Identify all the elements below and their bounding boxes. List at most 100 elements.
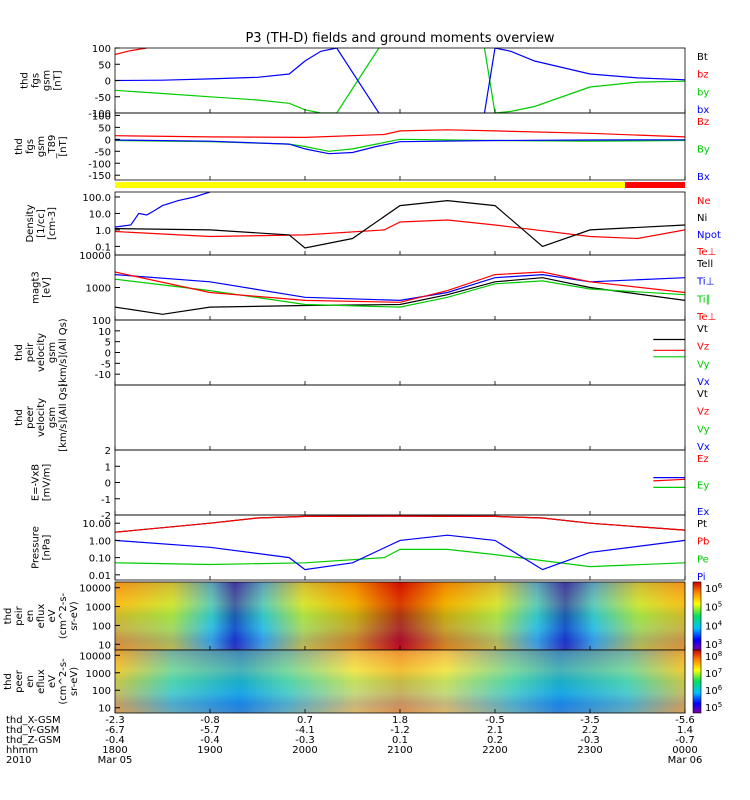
y-tick-label: 0	[105, 77, 111, 88]
y-axis-label-line: thd	[20, 72, 31, 89]
tick-z-gsm: -0.3	[295, 735, 315, 746]
y-axis-label-line: magt3	[31, 271, 42, 304]
colorbar-tick-label: 104	[705, 619, 723, 632]
y-axis-label-line: eflux	[36, 669, 47, 694]
series-line-Ni	[115, 199, 685, 249]
panel-frame	[114, 47, 686, 114]
y-axis-label-line: thd	[14, 344, 25, 361]
colorbar-tick-label: 107	[705, 667, 722, 680]
legend-entry: Npot	[697, 230, 721, 241]
tick-z-gsm: -0.7	[675, 735, 695, 746]
colorbar	[692, 581, 702, 651]
y-tick-label: 1.0	[95, 226, 111, 237]
tick-date: Mar 05	[98, 755, 133, 766]
legend-entry: Ez	[697, 454, 709, 465]
y-axis-label-line: en	[25, 610, 36, 623]
y-tick-label: 0	[105, 479, 111, 490]
y-axis-label-line: [nT]	[53, 70, 64, 90]
y-axis-label-line: peer	[25, 405, 36, 429]
tick-date: Mar 06	[668, 755, 703, 766]
series-line-Te⊥	[115, 271, 685, 303]
legend-entry: By	[697, 145, 710, 156]
tick-y-gsm: -6.7	[105, 725, 125, 736]
legend-entry: Vz	[697, 342, 709, 353]
y-axis-label: thd fgs gsm [nT]	[20, 70, 64, 91]
y-axis-label-line: [km/s](All Qs)	[58, 383, 69, 451]
y-axis-label-line: sr-eV)	[69, 601, 80, 630]
y-tick-label: 10000	[79, 251, 111, 262]
tick-x-gsm: -3.5	[580, 715, 600, 726]
legend-entry: Pe	[697, 554, 709, 565]
y-axis-label-line: [mV/m]	[42, 464, 53, 502]
y-tick-label: 1	[105, 462, 111, 473]
y-tick-label: -150	[88, 171, 111, 182]
time-axis-row-label: hhmm	[6, 745, 38, 756]
quality-flag-bar	[115, 182, 625, 188]
legend-entry: Bx	[697, 172, 710, 183]
y-axis-label-line: Pressure	[31, 526, 42, 569]
legend-entry: Tell	[696, 259, 713, 270]
panel-frame	[114, 191, 686, 256]
y-axis-label-line: (cm^2-s-	[58, 658, 69, 705]
y-axis-label: thd peir velocity gsm [km/s](All Qs)	[14, 318, 69, 386]
y-tick-label: -1	[101, 495, 111, 506]
tick-hhmm: 2000	[292, 745, 317, 756]
y-tick-label: 50	[98, 123, 111, 134]
y-tick-label: 10000	[79, 584, 111, 595]
tick-x-gsm: -0.5	[485, 715, 505, 726]
time-axis-row-label: thd_X-GSM	[6, 715, 61, 726]
y-axis-label: Pressure [nPa]	[31, 526, 53, 569]
legend-entry: Ni	[697, 213, 707, 224]
y-axis-label-line: E=-VxB	[31, 464, 42, 501]
y-axis-label-line: thd	[3, 608, 14, 625]
y-tick-label: 1000	[86, 603, 111, 614]
y-tick-label: 100	[92, 111, 111, 122]
colorbar-tick-label: 106	[705, 684, 723, 697]
y-axis-label-line: gsm	[36, 136, 47, 157]
y-axis-label-line: [nPa]	[42, 534, 53, 560]
tick-x-gsm: -0.8	[200, 715, 220, 726]
y-tick-label: 1000	[86, 284, 111, 295]
legend-entry: bz	[697, 70, 709, 81]
tick-y-gsm: -1.2	[390, 725, 410, 736]
y-tick-label: 0.10	[89, 554, 111, 565]
time-axis-row-label: thd_Z-GSM	[6, 735, 61, 746]
colorbar	[692, 649, 702, 714]
panel-frame	[114, 112, 686, 181]
y-axis-label-line: en	[25, 675, 36, 688]
y-tick-label: 5	[105, 338, 111, 349]
y-tick-label: -50	[95, 147, 111, 158]
y-tick-label: 0.1	[95, 242, 111, 253]
tick-z-gsm: -0.4	[200, 735, 220, 746]
y-axis-label-line: gsm	[47, 407, 58, 428]
y-axis-label-line: fgs	[25, 139, 36, 154]
y-axis-label-line: [nT]	[58, 136, 69, 156]
tick-y-gsm: -5.7	[200, 725, 220, 736]
y-axis-label-line: Density	[25, 204, 36, 242]
panel-frame	[114, 449, 686, 516]
y-tick-label: -50	[95, 93, 111, 104]
quality-flag-bar-alert	[625, 182, 685, 188]
legend-entry: Vt	[697, 389, 708, 400]
tick-hhmm: 2200	[482, 745, 507, 756]
y-axis-label-line: eV	[47, 609, 58, 622]
tick-z-gsm: -0.3	[580, 735, 600, 746]
series-line-Pb	[115, 515, 685, 533]
legend-entry: Ne	[697, 196, 711, 207]
panel-frame	[114, 514, 686, 581]
y-tick-label: 100	[92, 621, 111, 632]
y-tick-label: 10.00	[82, 519, 111, 530]
tick-hhmm: 1800	[102, 745, 127, 756]
tick-y-gsm: -4.1	[295, 725, 315, 736]
legend-entry: Vx	[697, 442, 710, 453]
legend-entry: Ex	[697, 507, 709, 518]
series-line-Bx	[115, 139, 685, 155]
tick-hhmm: 1900	[197, 745, 222, 756]
legend-entry: Bz	[697, 117, 709, 128]
y-tick-label: 1000	[86, 669, 111, 680]
y-axis-label-line: eV	[47, 675, 58, 688]
legend-entry: Ti⊥	[696, 277, 714, 288]
series-line-Ti⊥	[115, 273, 685, 302]
legend-entry: Pb	[697, 537, 709, 548]
